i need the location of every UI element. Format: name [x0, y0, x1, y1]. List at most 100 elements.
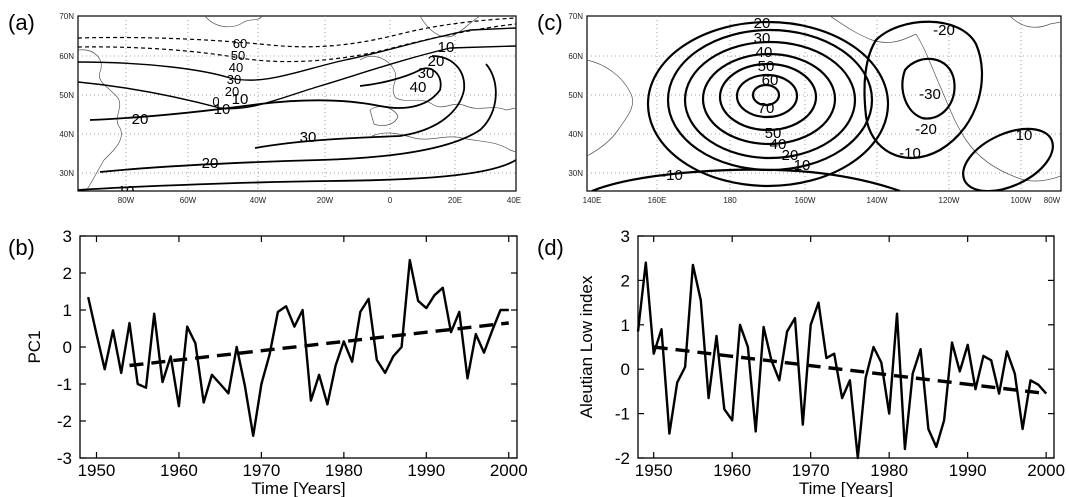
coastline-scandinavia — [419, 16, 481, 38]
lat-tick: 60N — [568, 52, 583, 61]
y-tick-label: 1 — [621, 316, 630, 335]
panel-label-c: (c) — [537, 10, 563, 35]
lat-tick: 40N — [59, 130, 74, 139]
contour-label: 10 — [118, 183, 135, 200]
lat-tick: 70N — [59, 12, 74, 21]
contour-label: 40 — [229, 60, 243, 75]
trend-line — [129, 321, 509, 368]
x-tick-label: 1980 — [870, 461, 908, 480]
x-tick-label: 1950 — [78, 461, 116, 480]
coastline-africa — [371, 132, 516, 153]
contour-label: 30 — [754, 30, 771, 47]
series-line — [636, 261, 1048, 460]
contour-label: 30 — [300, 129, 317, 146]
y-axis-label: PC1 — [25, 330, 44, 363]
lon-tick: 120W — [939, 196, 960, 205]
plot-frame — [637, 235, 1055, 459]
lon-tick: 20E — [448, 196, 462, 205]
map-c-lat-ticks: 70N 60N 50N 40N 30N — [568, 12, 583, 178]
contour-label: 20 — [225, 84, 239, 99]
coastline-north-america — [78, 49, 122, 191]
contour-label: 40 — [756, 44, 773, 61]
contour-label: 30 — [418, 65, 435, 82]
contour-label: 40 — [410, 79, 427, 96]
contour-label: 60 — [762, 72, 779, 89]
y-tick-label: 1 — [63, 301, 72, 320]
coastline-north-america-west — [915, 33, 1061, 182]
lon-tick: 140E — [583, 196, 602, 205]
map-a-lon-ticks: 80W 60W 40W 20W 0 20E 40E — [118, 196, 521, 205]
contour-label: 20 — [782, 147, 799, 164]
lat-tick: 50N — [59, 91, 74, 100]
map-a: 60 50 40 30 20 10 0 10 20 30 40 10 20 30… — [59, 12, 521, 205]
map-a-lat-ticks: 70N 60N 50N 40N 30N — [59, 12, 74, 178]
contour-label: 20 — [428, 53, 445, 70]
x-tick-label: 1960 — [160, 461, 198, 480]
y-tick-label: -1 — [57, 375, 72, 394]
lat-tick: 40N — [568, 130, 583, 139]
y-tick-label: 0 — [621, 360, 630, 379]
contour-label: 20 — [132, 111, 149, 128]
x-tick-label: 1950 — [635, 461, 673, 480]
lat-tick: 30N — [59, 169, 74, 178]
chart-b: 1950 1960 1970 1980 1990 2000 3 2 1 0 -1 -2 -3 Time [… — [25, 227, 528, 497]
coastline-europe — [359, 56, 516, 111]
contour-label: 10 — [438, 39, 455, 56]
contour-label: 0 — [212, 94, 219, 109]
contour-label: 40 — [770, 136, 787, 153]
contour-label: -30 — [919, 86, 941, 103]
y-tick-label: 3 — [621, 227, 630, 246]
contour-label: -20 — [915, 121, 937, 138]
contour-label: 70 — [758, 100, 775, 117]
x-tick-label: 1960 — [713, 461, 751, 480]
y-tick-label: 2 — [621, 271, 630, 290]
x-tick-label: 1990 — [407, 461, 445, 480]
contour-label: 60 — [233, 36, 247, 51]
y-tick-label: -2 — [615, 449, 630, 468]
x-axis-label: Time [Years] — [251, 479, 345, 497]
x-tick-label: 1970 — [242, 461, 280, 480]
lon-tick: 20W — [317, 196, 334, 205]
x-tick-label: 1970 — [792, 461, 830, 480]
map-c-frame — [586, 15, 1062, 192]
y-axis-label: Aleutian Low index — [577, 275, 596, 418]
lat-tick: 50N — [568, 91, 583, 100]
lat-tick: 60N — [59, 52, 74, 61]
chart-d: 1950 1960 1970 1980 1990 2000 3 2 1 0 -1 -2 Time [Ye… — [577, 227, 1065, 497]
contour-label: -10 — [899, 145, 921, 162]
lon-tick: 180 — [723, 196, 737, 205]
series-line — [87, 258, 509, 437]
map-c: 20 30 40 50 60 70 50 40 20 10 -20 -30 -2… — [568, 12, 1062, 205]
y-tick-label: 0 — [63, 338, 72, 357]
map-c-lon-ticks: 140E 160E 180 160W 140W 120W 100W 80W — [583, 196, 1061, 205]
map-a-frame — [77, 15, 517, 192]
lat-tick: 70N — [568, 12, 583, 21]
lon-tick: 80W — [1044, 196, 1061, 205]
lon-tick: 40E — [507, 196, 521, 205]
x-tick-label: 2000 — [490, 461, 528, 480]
contour-label: 50 — [765, 125, 782, 142]
contour-label: -10 — [661, 167, 683, 184]
coastline-greenland — [204, 16, 263, 28]
panel-label-b: (b) — [8, 235, 35, 260]
lon-tick: 100W — [1011, 196, 1032, 205]
coastline-alaska — [829, 16, 917, 43]
y-tick-label: -3 — [57, 449, 72, 468]
y-tick-label: 3 — [63, 227, 72, 246]
contour-labels-c: 20 30 40 50 60 70 50 40 20 10 -20 -30 -2… — [661, 15, 1033, 184]
x-tick-label: 2000 — [1027, 461, 1065, 480]
contour-label: 10 — [1016, 127, 1033, 144]
plot-frame — [79, 235, 518, 459]
lon-tick: 160E — [648, 196, 667, 205]
contour-label: -20 — [933, 22, 955, 39]
contour-label: 20 — [754, 15, 771, 32]
panel-label-a: (a) — [8, 10, 35, 35]
lon-tick: 140W — [867, 196, 888, 205]
contour-label: 10 — [214, 101, 231, 118]
coastline-hudson — [1009, 16, 1061, 28]
x-tick-label: 1990 — [949, 461, 987, 480]
lon-tick: 60W — [180, 196, 197, 205]
contours-a — [78, 17, 516, 191]
coastline-asia — [587, 59, 633, 157]
lon-tick: 40W — [250, 196, 267, 205]
